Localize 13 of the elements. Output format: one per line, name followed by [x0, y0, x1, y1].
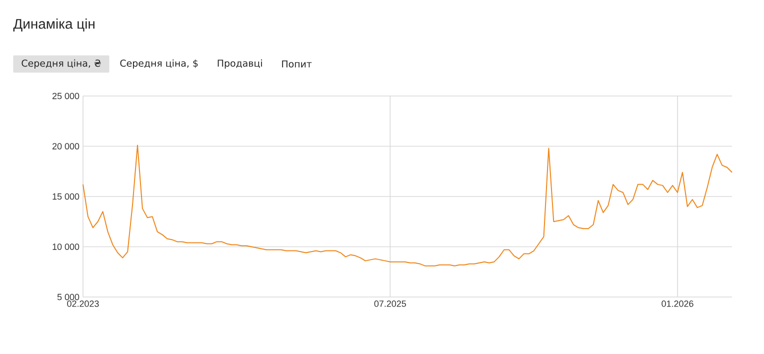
y-tick-label: 5 000 [57, 294, 80, 300]
text: Продавці [218, 59, 262, 69]
text: Середня ціна, $ [120, 59, 198, 69]
x-tick-label: 07.2025 [374, 300, 406, 307]
x-tick-label: 02.2023 [67, 300, 99, 307]
text: Попит [282, 60, 312, 68]
chart-title: Динаміка цін [13, 18, 94, 32]
y-tick-label: 10 000 [52, 244, 80, 250]
y-tick-label: 20 000 [52, 143, 80, 150]
y-tick-label: 15 000 [52, 193, 80, 200]
y-tick-label: 25 000 [52, 92, 80, 100]
text: Середня ціна, ₴ [22, 59, 101, 69]
x-tick-label: 01.2026 [662, 300, 694, 307]
